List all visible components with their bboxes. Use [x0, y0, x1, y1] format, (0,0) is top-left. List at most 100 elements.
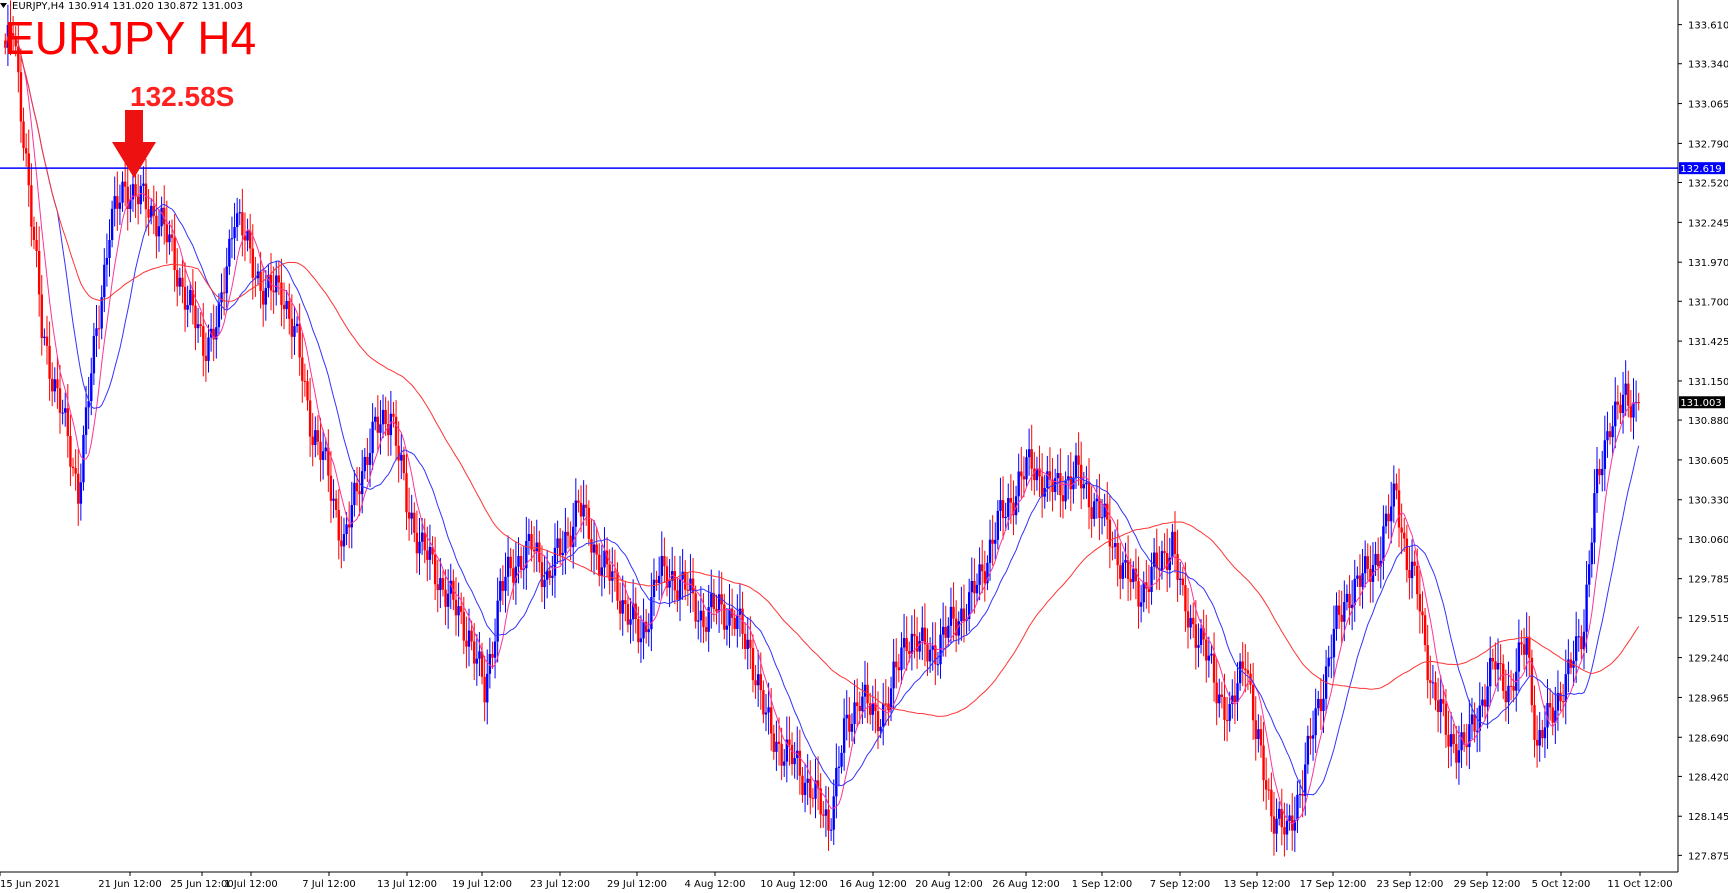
candle [248, 213, 252, 264]
candle [366, 437, 369, 483]
y-tick-label: 131.970 [1688, 258, 1728, 269]
candle [694, 585, 697, 629]
candle [1210, 644, 1213, 664]
candle [1064, 471, 1067, 510]
candle [814, 758, 817, 819]
candle [446, 569, 450, 629]
candle [900, 632, 903, 685]
candle [1087, 458, 1091, 530]
candle [1150, 552, 1153, 605]
candle [306, 369, 309, 411]
ma-slow-line [4, 34, 1640, 717]
candle [212, 304, 215, 362]
candle [978, 547, 981, 601]
candle [991, 515, 994, 566]
candle [1616, 385, 1620, 420]
candle [215, 305, 218, 359]
candle [1395, 473, 1398, 500]
x-tick-label: 29 Jul 12:00 [607, 879, 667, 890]
candle [608, 549, 611, 595]
candle [108, 219, 111, 277]
candle [1403, 517, 1406, 552]
candle [543, 555, 546, 610]
y-tick-label: 130.605 [1688, 456, 1728, 467]
candle [1522, 627, 1526, 670]
candle [1048, 447, 1052, 502]
candle [50, 362, 54, 407]
candle [355, 466, 359, 506]
candle [910, 615, 914, 671]
candle [1606, 411, 1609, 458]
candle [457, 582, 460, 637]
candle [1517, 619, 1521, 693]
candle [1139, 584, 1143, 623]
candle [798, 729, 802, 795]
candle [30, 163, 33, 247]
candle [165, 200, 169, 264]
candle [858, 691, 861, 724]
x-tick-label: 20 Aug 12:00 [915, 879, 982, 890]
candle [962, 584, 966, 643]
candle [1520, 630, 1523, 656]
candle [1327, 645, 1330, 678]
candle [1530, 649, 1534, 713]
candle [545, 549, 549, 599]
candle [1309, 717, 1312, 755]
candle [61, 399, 64, 425]
x-tick-label: 4 Aug 12:00 [684, 879, 745, 890]
candle [319, 417, 322, 482]
candle [74, 449, 77, 491]
candle [53, 367, 56, 403]
y-tick-label: 131.150 [1688, 377, 1728, 388]
candle [1574, 611, 1578, 683]
candle [358, 467, 361, 516]
candle [874, 678, 877, 734]
candle [1405, 524, 1409, 583]
candle [64, 392, 67, 427]
candle [280, 258, 283, 327]
candle [613, 549, 617, 592]
y-tick-label: 128.145 [1688, 812, 1728, 823]
chart-menu-triangle-icon[interactable] [0, 3, 7, 8]
candle [374, 407, 377, 431]
candle [1277, 801, 1281, 826]
candle [431, 536, 434, 565]
candle [1244, 644, 1247, 693]
candle [1632, 378, 1635, 440]
candle [1340, 590, 1343, 644]
overlay-layer: 132.619 131.003 [0, 162, 1725, 409]
candle [420, 518, 424, 555]
current-price-value: 131.003 [1680, 398, 1721, 409]
candle [1481, 686, 1484, 718]
candle [1168, 537, 1171, 588]
candle [949, 587, 953, 644]
candle [97, 305, 101, 350]
candle [168, 220, 171, 255]
candle [58, 364, 62, 434]
candle [551, 555, 554, 596]
moving-averages-layer [4, 34, 1640, 825]
candle [1410, 539, 1414, 599]
candle [902, 613, 906, 670]
candle [684, 560, 687, 601]
candle [1038, 445, 1041, 498]
candle [1449, 712, 1453, 767]
candle [592, 520, 596, 575]
candle [19, 48, 23, 143]
candle [14, 26, 17, 57]
candle [1634, 380, 1638, 422]
candle [243, 212, 247, 262]
candle [79, 463, 83, 521]
candle [1619, 392, 1622, 424]
candle [816, 756, 820, 811]
down-arrow-icon [112, 110, 156, 178]
candle [32, 216, 36, 250]
candle [1611, 405, 1614, 456]
candle [639, 615, 643, 663]
candle [527, 518, 531, 555]
candle [288, 283, 291, 335]
candle [621, 575, 624, 636]
